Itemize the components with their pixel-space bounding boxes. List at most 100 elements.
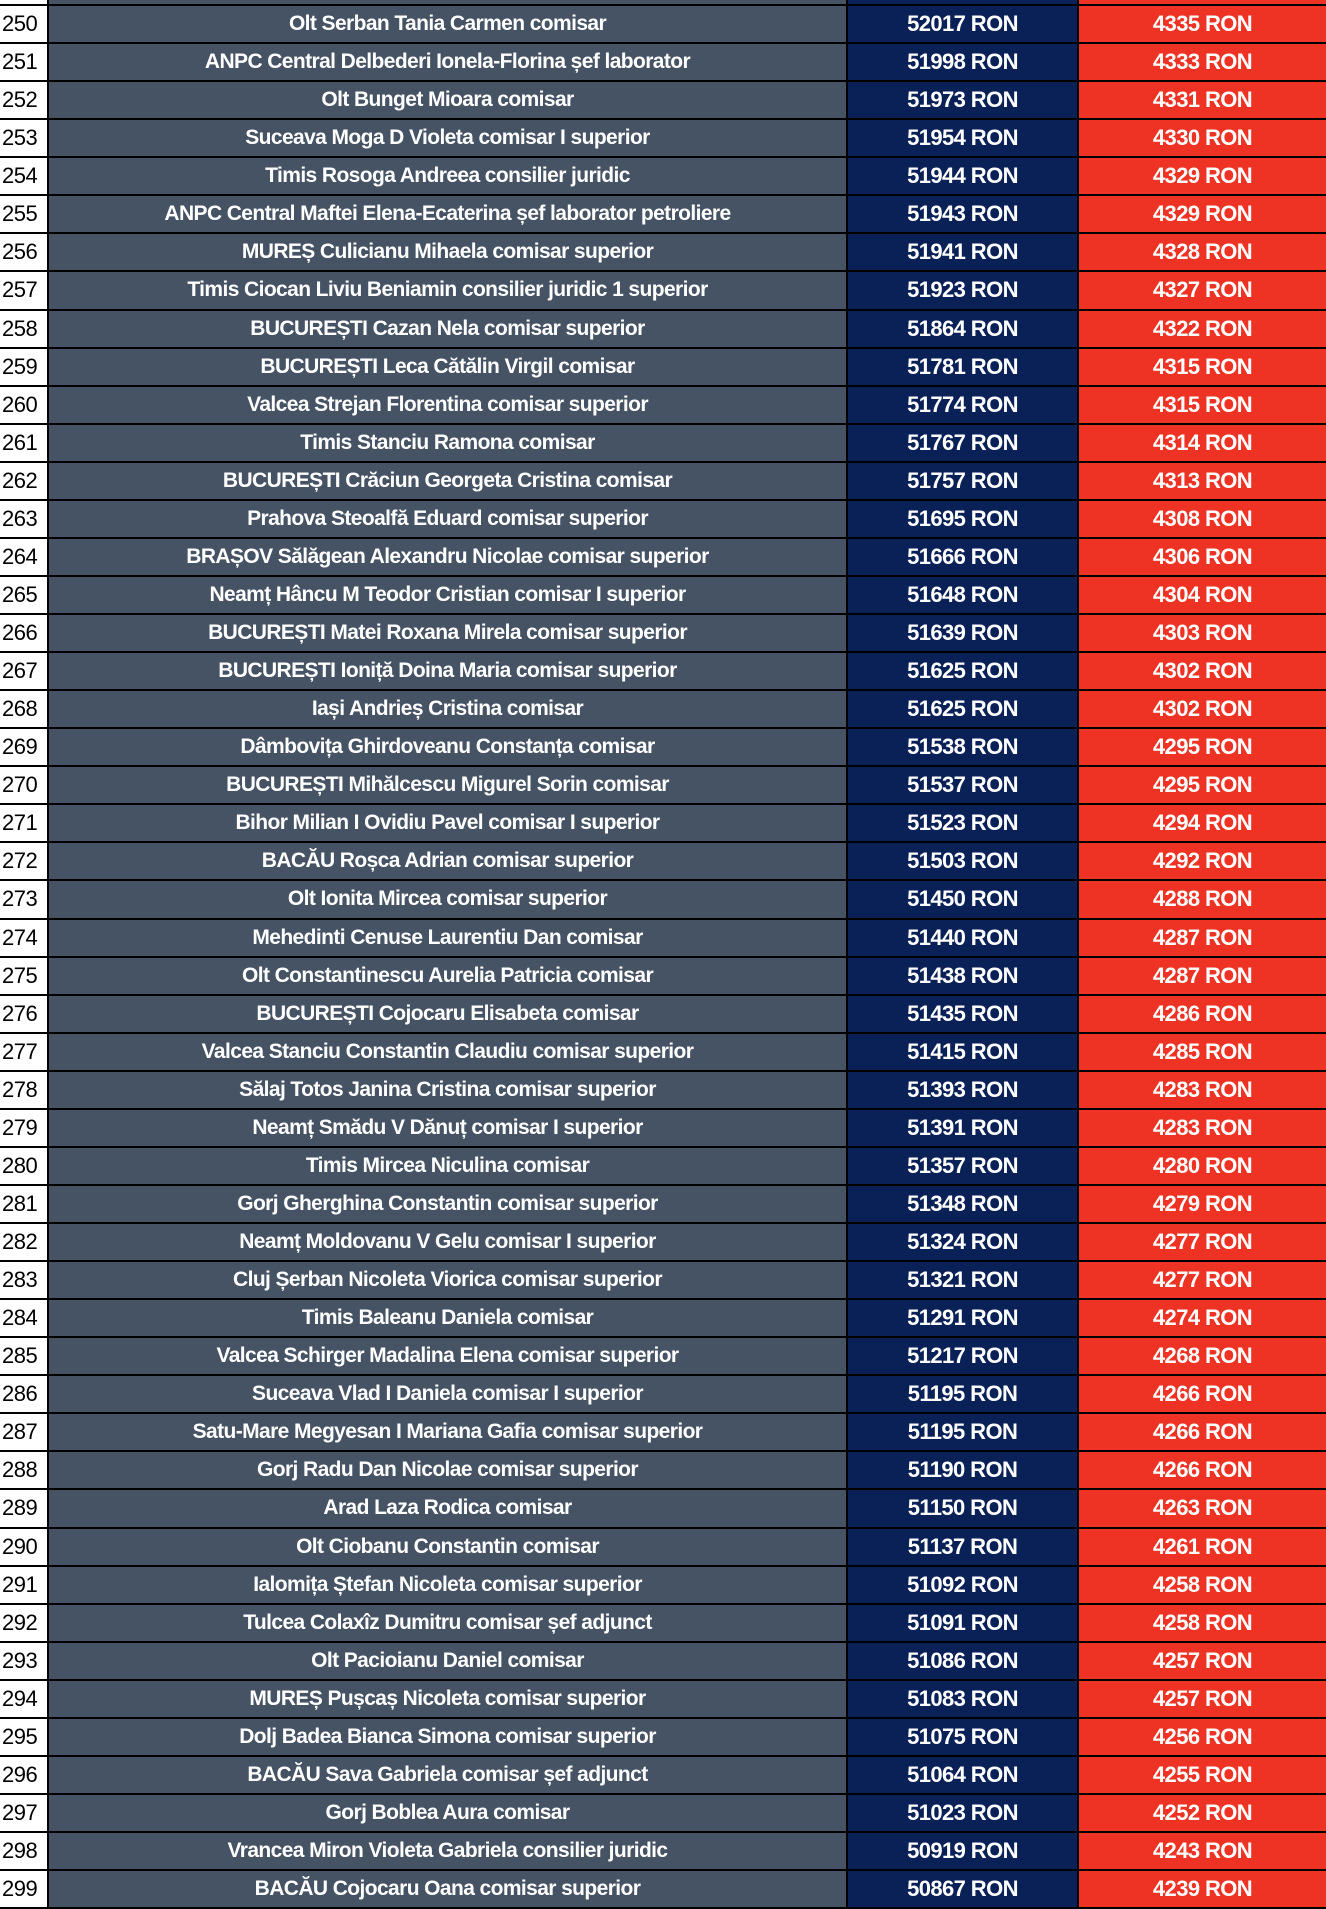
row-number-cell[interactable]: 287 <box>0 1414 49 1451</box>
row-number-cell[interactable]: 257 <box>0 272 49 309</box>
row-number-cell[interactable]: 283 <box>0 1262 49 1299</box>
row-number-cell[interactable]: 267 <box>0 653 49 690</box>
row-number-cell[interactable]: 294 <box>0 1680 49 1717</box>
annual-salary-cell[interactable]: 51767 RON <box>848 424 1079 461</box>
annual-salary-cell[interactable]: 51190 RON <box>848 1452 1079 1489</box>
monthly-salary-cell[interactable]: 4313 RON <box>1079 462 1326 499</box>
row-number-cell[interactable]: 252 <box>0 82 49 119</box>
monthly-salary-cell[interactable]: 4256 RON <box>1079 1718 1326 1755</box>
name-cell[interactable]: Suceava Moga D Violeta comisar I superio… <box>49 120 848 157</box>
row-number-cell[interactable]: 265 <box>0 576 49 613</box>
monthly-salary-cell[interactable]: 4266 RON <box>1079 1414 1326 1451</box>
annual-salary-cell[interactable]: 50919 RON <box>848 1833 1079 1870</box>
annual-salary-cell[interactable]: 51503 RON <box>848 843 1079 880</box>
name-cell[interactable] <box>49 0 848 4</box>
monthly-salary-cell[interactable]: 4252 RON <box>1079 1794 1326 1831</box>
row-number-cell[interactable]: 292 <box>0 1604 49 1641</box>
annual-salary-cell[interactable]: 51150 RON <box>848 1490 1079 1527</box>
annual-salary-cell[interactable]: 51086 RON <box>848 1642 1079 1679</box>
row-number-cell[interactable]: 269 <box>0 729 49 766</box>
row-number-cell[interactable]: 289 <box>0 1490 49 1527</box>
name-cell[interactable]: Vrancea Miron Violeta Gabriela consilier… <box>49 1833 848 1870</box>
monthly-salary-cell[interactable]: 4277 RON <box>1079 1224 1326 1261</box>
monthly-salary-cell[interactable]: 4335 RON <box>1079 6 1326 43</box>
annual-salary-cell[interactable]: 51415 RON <box>848 1033 1079 1070</box>
name-cell[interactable]: Suceava Vlad I Daniela comisar I superio… <box>49 1376 848 1413</box>
name-cell[interactable]: BUCUREȘTI Matei Roxana Mirela comisar su… <box>49 615 848 652</box>
monthly-salary-cell[interactable]: 4263 RON <box>1079 1490 1326 1527</box>
row-number-cell[interactable]: 275 <box>0 957 49 994</box>
row-number-cell[interactable]: 273 <box>0 881 49 918</box>
row-number-cell[interactable]: 277 <box>0 1033 49 1070</box>
monthly-salary-cell[interactable]: 4302 RON <box>1079 653 1326 690</box>
monthly-salary-cell[interactable]: 4283 RON <box>1079 1109 1326 1146</box>
annual-salary-cell[interactable]: 51438 RON <box>848 957 1079 994</box>
annual-salary-cell[interactable]: 51695 RON <box>848 500 1079 537</box>
row-number-cell[interactable]: 268 <box>0 691 49 728</box>
annual-salary-cell[interactable]: 51757 RON <box>848 462 1079 499</box>
row-number-cell[interactable]: 259 <box>0 348 49 385</box>
row-number-cell[interactable]: 293 <box>0 1642 49 1679</box>
monthly-salary-cell[interactable]: 4258 RON <box>1079 1604 1326 1641</box>
annual-salary-cell[interactable]: 51864 RON <box>848 310 1079 347</box>
name-cell[interactable]: Gorj Gherghina Constantin comisar superi… <box>49 1185 848 1222</box>
row-number-cell[interactable]: 253 <box>0 120 49 157</box>
row-number-cell[interactable]: 297 <box>0 1794 49 1831</box>
name-cell[interactable]: Olt Serban Tania Carmen comisar <box>49 6 848 43</box>
monthly-salary-cell[interactable]: 4304 RON <box>1079 576 1326 613</box>
name-cell[interactable]: Timis Ciocan Liviu Beniamin consilier ju… <box>49 272 848 309</box>
name-cell[interactable]: MUREȘ Pușcaș Nicoleta comisar superior <box>49 1680 848 1717</box>
annual-salary-cell[interactable]: 51943 RON <box>848 196 1079 233</box>
name-cell[interactable]: Valcea Strejan Florentina comisar superi… <box>49 386 848 423</box>
annual-salary-cell[interactable]: 51625 RON <box>848 691 1079 728</box>
annual-salary-cell[interactable]: 51391 RON <box>848 1109 1079 1146</box>
monthly-salary-cell[interactable] <box>1079 0 1326 4</box>
annual-salary-cell[interactable]: 51954 RON <box>848 120 1079 157</box>
annual-salary-cell[interactable]: 51923 RON <box>848 272 1079 309</box>
row-number-cell[interactable]: 278 <box>0 1071 49 1108</box>
row-number-cell[interactable]: 262 <box>0 462 49 499</box>
monthly-salary-cell[interactable]: 4303 RON <box>1079 615 1326 652</box>
name-cell[interactable]: Olt Bunget Mioara comisar <box>49 82 848 119</box>
monthly-salary-cell[interactable]: 4279 RON <box>1079 1185 1326 1222</box>
monthly-salary-cell[interactable]: 4295 RON <box>1079 729 1326 766</box>
annual-salary-cell[interactable] <box>848 0 1079 4</box>
row-number-cell[interactable]: 299 <box>0 1871 49 1908</box>
monthly-salary-cell[interactable]: 4328 RON <box>1079 234 1326 271</box>
name-cell[interactable]: Timis Rosoga Andreea consilier juridic <box>49 158 848 195</box>
row-number-cell[interactable] <box>0 0 49 4</box>
monthly-salary-cell[interactable]: 4257 RON <box>1079 1642 1326 1679</box>
monthly-salary-cell[interactable]: 4308 RON <box>1079 500 1326 537</box>
annual-salary-cell[interactable]: 51941 RON <box>848 234 1079 271</box>
name-cell[interactable]: Olt Pacioianu Daniel comisar <box>49 1642 848 1679</box>
row-number-cell[interactable]: 250 <box>0 6 49 43</box>
name-cell[interactable]: ANPC Central Maftei Elena-Ecaterina șef … <box>49 196 848 233</box>
name-cell[interactable]: BUCUREȘTI Cojocaru Elisabeta comisar <box>49 995 848 1032</box>
monthly-salary-cell[interactable]: 4294 RON <box>1079 805 1326 842</box>
annual-salary-cell[interactable]: 51321 RON <box>848 1262 1079 1299</box>
monthly-salary-cell[interactable]: 4315 RON <box>1079 348 1326 385</box>
annual-salary-cell[interactable]: 50867 RON <box>848 1871 1079 1908</box>
row-number-cell[interactable]: 251 <box>0 44 49 81</box>
monthly-salary-cell[interactable]: 4266 RON <box>1079 1376 1326 1413</box>
name-cell[interactable]: MUREȘ Culicianu Mihaela comisar superior <box>49 234 848 271</box>
monthly-salary-cell[interactable]: 4261 RON <box>1079 1528 1326 1565</box>
monthly-salary-cell[interactable]: 4287 RON <box>1079 957 1326 994</box>
name-cell[interactable]: Olt Constantinescu Aurelia Patricia comi… <box>49 957 848 994</box>
row-number-cell[interactable]: 271 <box>0 805 49 842</box>
annual-salary-cell[interactable]: 51217 RON <box>848 1338 1079 1375</box>
name-cell[interactable]: BACĂU Cojocaru Oana comisar superior <box>49 1871 848 1908</box>
row-number-cell[interactable]: 261 <box>0 424 49 461</box>
monthly-salary-cell[interactable]: 4274 RON <box>1079 1300 1326 1337</box>
row-number-cell[interactable]: 295 <box>0 1718 49 1755</box>
annual-salary-cell[interactable]: 51393 RON <box>848 1071 1079 1108</box>
row-number-cell[interactable]: 258 <box>0 310 49 347</box>
row-number-cell[interactable]: 256 <box>0 234 49 271</box>
annual-salary-cell[interactable]: 51523 RON <box>848 805 1079 842</box>
annual-salary-cell[interactable]: 51064 RON <box>848 1756 1079 1793</box>
monthly-salary-cell[interactable]: 4322 RON <box>1079 310 1326 347</box>
annual-salary-cell[interactable]: 51944 RON <box>848 158 1079 195</box>
annual-salary-cell[interactable]: 51357 RON <box>848 1147 1079 1184</box>
row-number-cell[interactable]: 296 <box>0 1756 49 1793</box>
row-number-cell[interactable]: 298 <box>0 1833 49 1870</box>
